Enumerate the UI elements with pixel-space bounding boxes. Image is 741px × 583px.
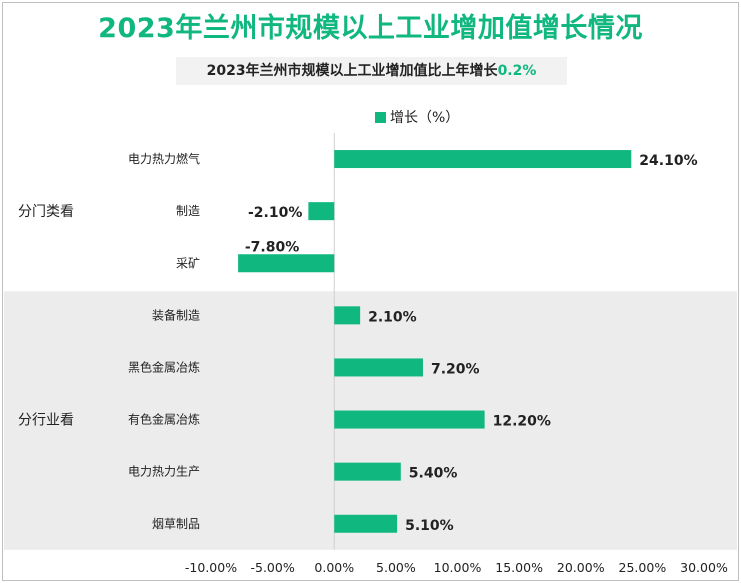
x-tick-label: -10.00% [185, 560, 237, 575]
bar [334, 306, 361, 325]
subtitle-highlight: 0.2% [497, 63, 537, 79]
category-label: 装备制造 [152, 308, 200, 322]
legend-label: 增长（%） [390, 110, 459, 126]
bar-value-label: -7.80% [245, 239, 299, 255]
bar [334, 358, 423, 377]
category-label: 采矿 [176, 256, 200, 270]
chart-title: 2023年兰州市规模以上工业增加值增长情况 [98, 13, 643, 44]
legend-swatch [375, 112, 386, 123]
category-label: 烟草制品 [152, 517, 200, 531]
x-axis-tick-labels: -10.00% -5.00% 0.00% 5.00% 10.00% 15.00% 20.00… [185, 560, 728, 575]
bar-value-label: 5.40% [409, 466, 458, 482]
x-tick-label: 20.00% [557, 560, 605, 575]
category-label: 有色金属冶炼 [128, 412, 200, 427]
bar [334, 514, 398, 533]
bar [308, 202, 335, 221]
bar [334, 462, 401, 481]
subtitle-text: 2023年兰州市规模以上工业增加值比上年增长 [206, 63, 498, 79]
bar [238, 254, 335, 273]
x-tick-label: 0.00% [314, 560, 354, 575]
bar-value-label: 24.10% [639, 153, 697, 169]
bar-value-label: -2.10% [248, 205, 302, 221]
category-label: 制造 [176, 204, 200, 218]
x-tick-label: 10.00% [434, 560, 482, 575]
category-label: 电力热力燃气 [128, 151, 200, 166]
bar-value-label: 12.20% [493, 414, 551, 430]
bars [238, 150, 632, 533]
group-label: 分门类看 [18, 204, 74, 220]
bar [334, 150, 632, 169]
x-tick-label: 30.00% [680, 560, 728, 575]
group-label: 分行业看 [18, 413, 74, 429]
bar-value-label: 7.20% [431, 361, 480, 377]
chart-subtitle: 2023年兰州市规模以上工业增加值比上年增长0.2% [176, 57, 567, 85]
category-label: 电力热力生产 [128, 465, 200, 479]
legend: 增长（%） [375, 110, 459, 126]
bar-value-labels: 24.10% -2.10% -7.80% 2.10% 7.20% 12.20% 5.40% 5… [245, 153, 698, 534]
x-tick-label: 5.00% [376, 560, 416, 575]
bar [334, 410, 485, 429]
x-tick-label: -5.00% [251, 560, 295, 575]
x-tick-label: 25.00% [619, 560, 667, 575]
bar-value-label: 5.10% [405, 518, 454, 534]
category-label: 黑色金属冶炼 [128, 359, 200, 374]
bar-value-label: 2.10% [368, 309, 417, 325]
x-tick-label: 15.00% [495, 560, 543, 575]
